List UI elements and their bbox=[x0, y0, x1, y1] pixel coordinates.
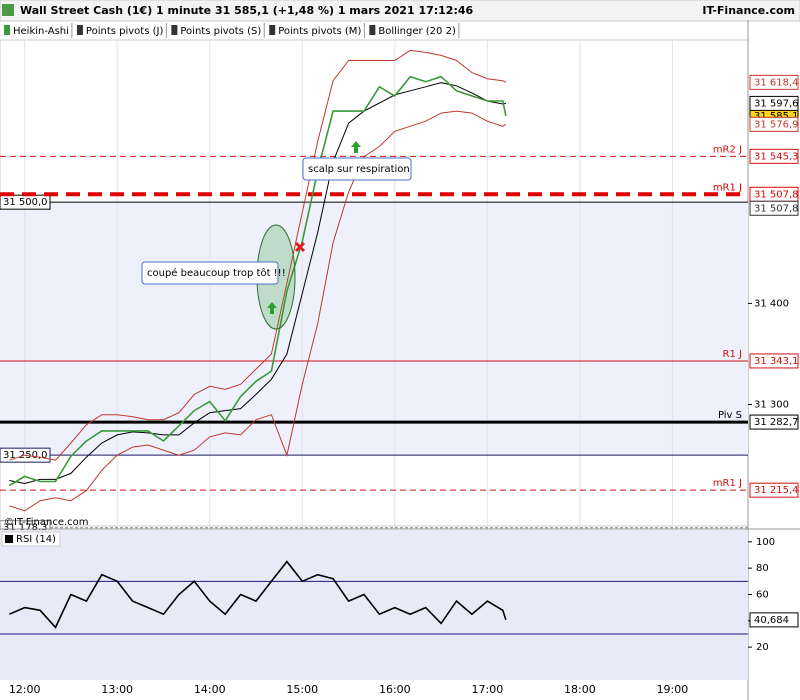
range-band bbox=[0, 202, 748, 456]
x-tick-label: 12:00 bbox=[9, 683, 41, 696]
series-line bbox=[9, 49, 507, 461]
y-tick-label: 60 bbox=[756, 589, 769, 600]
x-tick-label: 17:00 bbox=[472, 683, 504, 696]
toolbar-item: Bollinger (20 2) bbox=[378, 26, 456, 37]
rsi-plot: 2040608010040,684 bbox=[0, 528, 800, 680]
price-label-box bbox=[749, 612, 799, 628]
y-tick-label: 100 bbox=[756, 537, 775, 548]
price-label: 31 507,8 bbox=[754, 203, 799, 214]
price-label-box bbox=[749, 148, 799, 164]
toolbar: Heikin-Ashi Points pivots (J) Points pivot… bbox=[4, 23, 460, 38]
annotation: coupé beaucoup trop tôt !!! bbox=[147, 267, 286, 279]
price-label: 40,684 bbox=[754, 615, 789, 626]
annotation: scalp sur respiration bbox=[308, 164, 410, 175]
pivot-name: R1 J bbox=[723, 349, 742, 360]
buy-arrow bbox=[267, 302, 277, 314]
rsi-title: RSI (14) bbox=[16, 534, 56, 545]
x-tick-label: 18:00 bbox=[564, 683, 596, 696]
toolbar-swatch bbox=[369, 25, 376, 35]
series-line bbox=[9, 110, 507, 512]
left-label: 31 178,3 bbox=[3, 523, 48, 534]
pivot-name: mR1 J bbox=[713, 182, 742, 193]
copyright: ©IT-Finance.com bbox=[4, 517, 89, 528]
toolbar-item: Points pivots (J) bbox=[86, 26, 164, 37]
x-tick-label: 19:00 bbox=[657, 683, 689, 696]
toolbar-swatch bbox=[4, 25, 10, 35]
series-line bbox=[8, 560, 507, 629]
toolbar-swatch bbox=[269, 25, 276, 35]
price-label-box bbox=[749, 353, 799, 369]
price-label: 31 576,9 bbox=[754, 119, 799, 130]
y-tick-label: 31 300 bbox=[754, 400, 789, 411]
y-tick-label: 31 400 bbox=[754, 298, 789, 309]
icon bbox=[2, 4, 14, 16]
price-label-box bbox=[749, 116, 799, 132]
header-bar bbox=[0, 0, 800, 22]
series-line bbox=[9, 82, 506, 485]
legend-swatch bbox=[5, 535, 13, 543]
rsi-legend bbox=[1, 531, 61, 547]
price-plot: 12:00 13:00 14:00 15:00 16:00 17:00 18:00 19:00… bbox=[0, 40, 799, 696]
x-tick-label: 13:00 bbox=[101, 683, 133, 696]
buy-arrow bbox=[351, 141, 361, 153]
price-label: 31 597,6 bbox=[754, 98, 799, 109]
toolbar-item: Points pivots (S) bbox=[180, 26, 261, 37]
price-label: 31 507,8 bbox=[754, 189, 799, 200]
price-label-box bbox=[749, 414, 799, 430]
price-label-box bbox=[749, 200, 799, 216]
toolbar-swatch bbox=[171, 25, 178, 35]
series-line bbox=[8, 75, 507, 487]
brand: IT-Finance.com bbox=[702, 4, 795, 17]
toolbar-swatch bbox=[76, 25, 83, 35]
y-tick-label: 80 bbox=[756, 563, 769, 574]
annotation-box bbox=[141, 261, 279, 285]
toolbar-item: Points pivots (M) bbox=[278, 26, 361, 37]
price-label: 31 343,1 bbox=[754, 356, 799, 367]
pivot-name: mR1 J bbox=[713, 478, 742, 489]
rsi-background bbox=[0, 530, 748, 680]
price-label: 31 215,4 bbox=[754, 485, 799, 496]
price-label: 31 545,3 bbox=[754, 151, 799, 162]
chart-title: Wall Street Cash (1€) 1 minute 31 585,1 … bbox=[20, 4, 474, 17]
x-tick-label: 14:00 bbox=[194, 683, 226, 696]
x-tick-label: 15:00 bbox=[286, 683, 318, 696]
pivot-name: mR2 J bbox=[713, 144, 742, 155]
price-label-box bbox=[749, 74, 799, 90]
y-tick-label: 20 bbox=[756, 642, 769, 653]
price-label-box bbox=[749, 482, 799, 498]
x-tick-label: 16:00 bbox=[379, 683, 411, 696]
sell-mark bbox=[294, 241, 306, 253]
pivot-name: Piv S bbox=[718, 410, 742, 421]
toolbar-item: Heikin-Ashi bbox=[13, 26, 69, 37]
price-label-box bbox=[749, 95, 799, 111]
left-label: 31 500,0 bbox=[3, 197, 48, 208]
price-label: 31 585,1 bbox=[754, 111, 799, 122]
price-label: 31 618,4 bbox=[754, 77, 799, 88]
annotation-box bbox=[302, 157, 412, 181]
price-label: 31 282,7 bbox=[754, 417, 799, 428]
